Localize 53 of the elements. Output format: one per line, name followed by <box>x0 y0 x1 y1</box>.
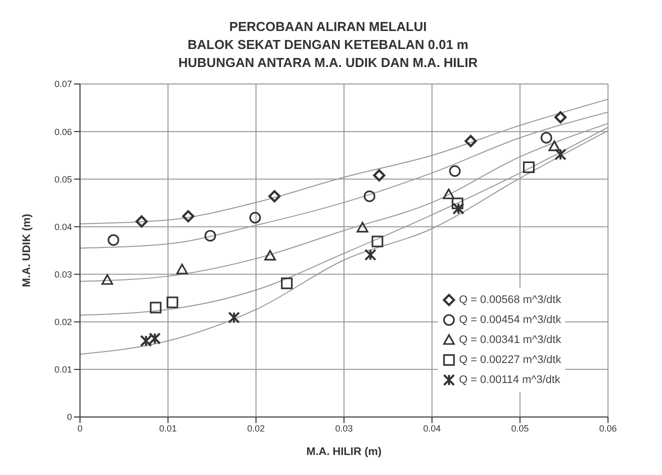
point <box>150 302 162 314</box>
point <box>442 188 455 200</box>
point <box>166 296 178 308</box>
point <box>182 210 194 222</box>
y-tick-label: 0.04 <box>54 222 72 232</box>
legend-label: Q = 0.00114 m^3/dtk <box>459 374 560 386</box>
point <box>108 234 120 246</box>
point <box>136 215 148 228</box>
point <box>373 169 386 182</box>
y-tick-label: 0 <box>66 412 72 422</box>
x-tick-label: 0.05 <box>511 423 529 434</box>
x-axis-title: M.A. HILIR (m) <box>306 446 382 458</box>
point <box>364 190 376 202</box>
point <box>464 134 477 148</box>
point <box>548 140 560 152</box>
x-tick-label: 0.06 <box>599 423 617 434</box>
point <box>356 222 368 232</box>
x-tick-label: 0.01 <box>159 423 177 434</box>
point <box>540 132 552 144</box>
point <box>249 212 261 224</box>
legend-label: Q = 0.00454 m^3/dtk <box>459 314 562 326</box>
point <box>372 236 384 248</box>
y-axis-title: M.A. UDIK (m) <box>20 214 33 288</box>
legend-label: Q = 0.00227 m^3/dtk <box>459 354 562 366</box>
point <box>268 190 281 202</box>
y-tick-label: 0.07 <box>54 79 72 90</box>
y-tick-label: 0.01 <box>54 364 72 375</box>
point <box>523 161 535 174</box>
y-tick-label: 0.06 <box>54 126 72 137</box>
y-tick-label: 0.02 <box>54 317 72 328</box>
point <box>364 248 376 261</box>
x-tick-label: 0.04 <box>423 423 441 434</box>
y-tick-label: 0.03 <box>54 269 72 280</box>
point <box>554 111 567 124</box>
point <box>176 264 188 274</box>
legend-label: Q = 0.00341 m^3/dtk <box>459 334 562 346</box>
point <box>452 202 464 215</box>
legend-label: Q = 0.00568 m^3/dtk <box>459 294 562 306</box>
point <box>148 332 161 345</box>
chart-title: PERCOBAAN ALIRAN MELALUI BALOK SEKAT DENGAN KETEBALAN 0.01 m HUBUNGAN ANTARA M.A. UDIK DAN M.A. HILIR <box>177 18 479 72</box>
point <box>281 278 293 290</box>
y-tick-label: 0.05 <box>54 174 72 184</box>
x-tick-label: 0 <box>77 423 83 434</box>
point <box>554 148 566 160</box>
point <box>452 198 464 210</box>
x-tick-label: 0.02 <box>247 423 265 434</box>
point <box>204 230 216 242</box>
point <box>101 274 114 285</box>
point <box>140 334 152 347</box>
point <box>228 312 240 324</box>
x-tick-label: 0.03 <box>335 423 353 434</box>
point <box>264 250 276 261</box>
point <box>449 165 461 177</box>
